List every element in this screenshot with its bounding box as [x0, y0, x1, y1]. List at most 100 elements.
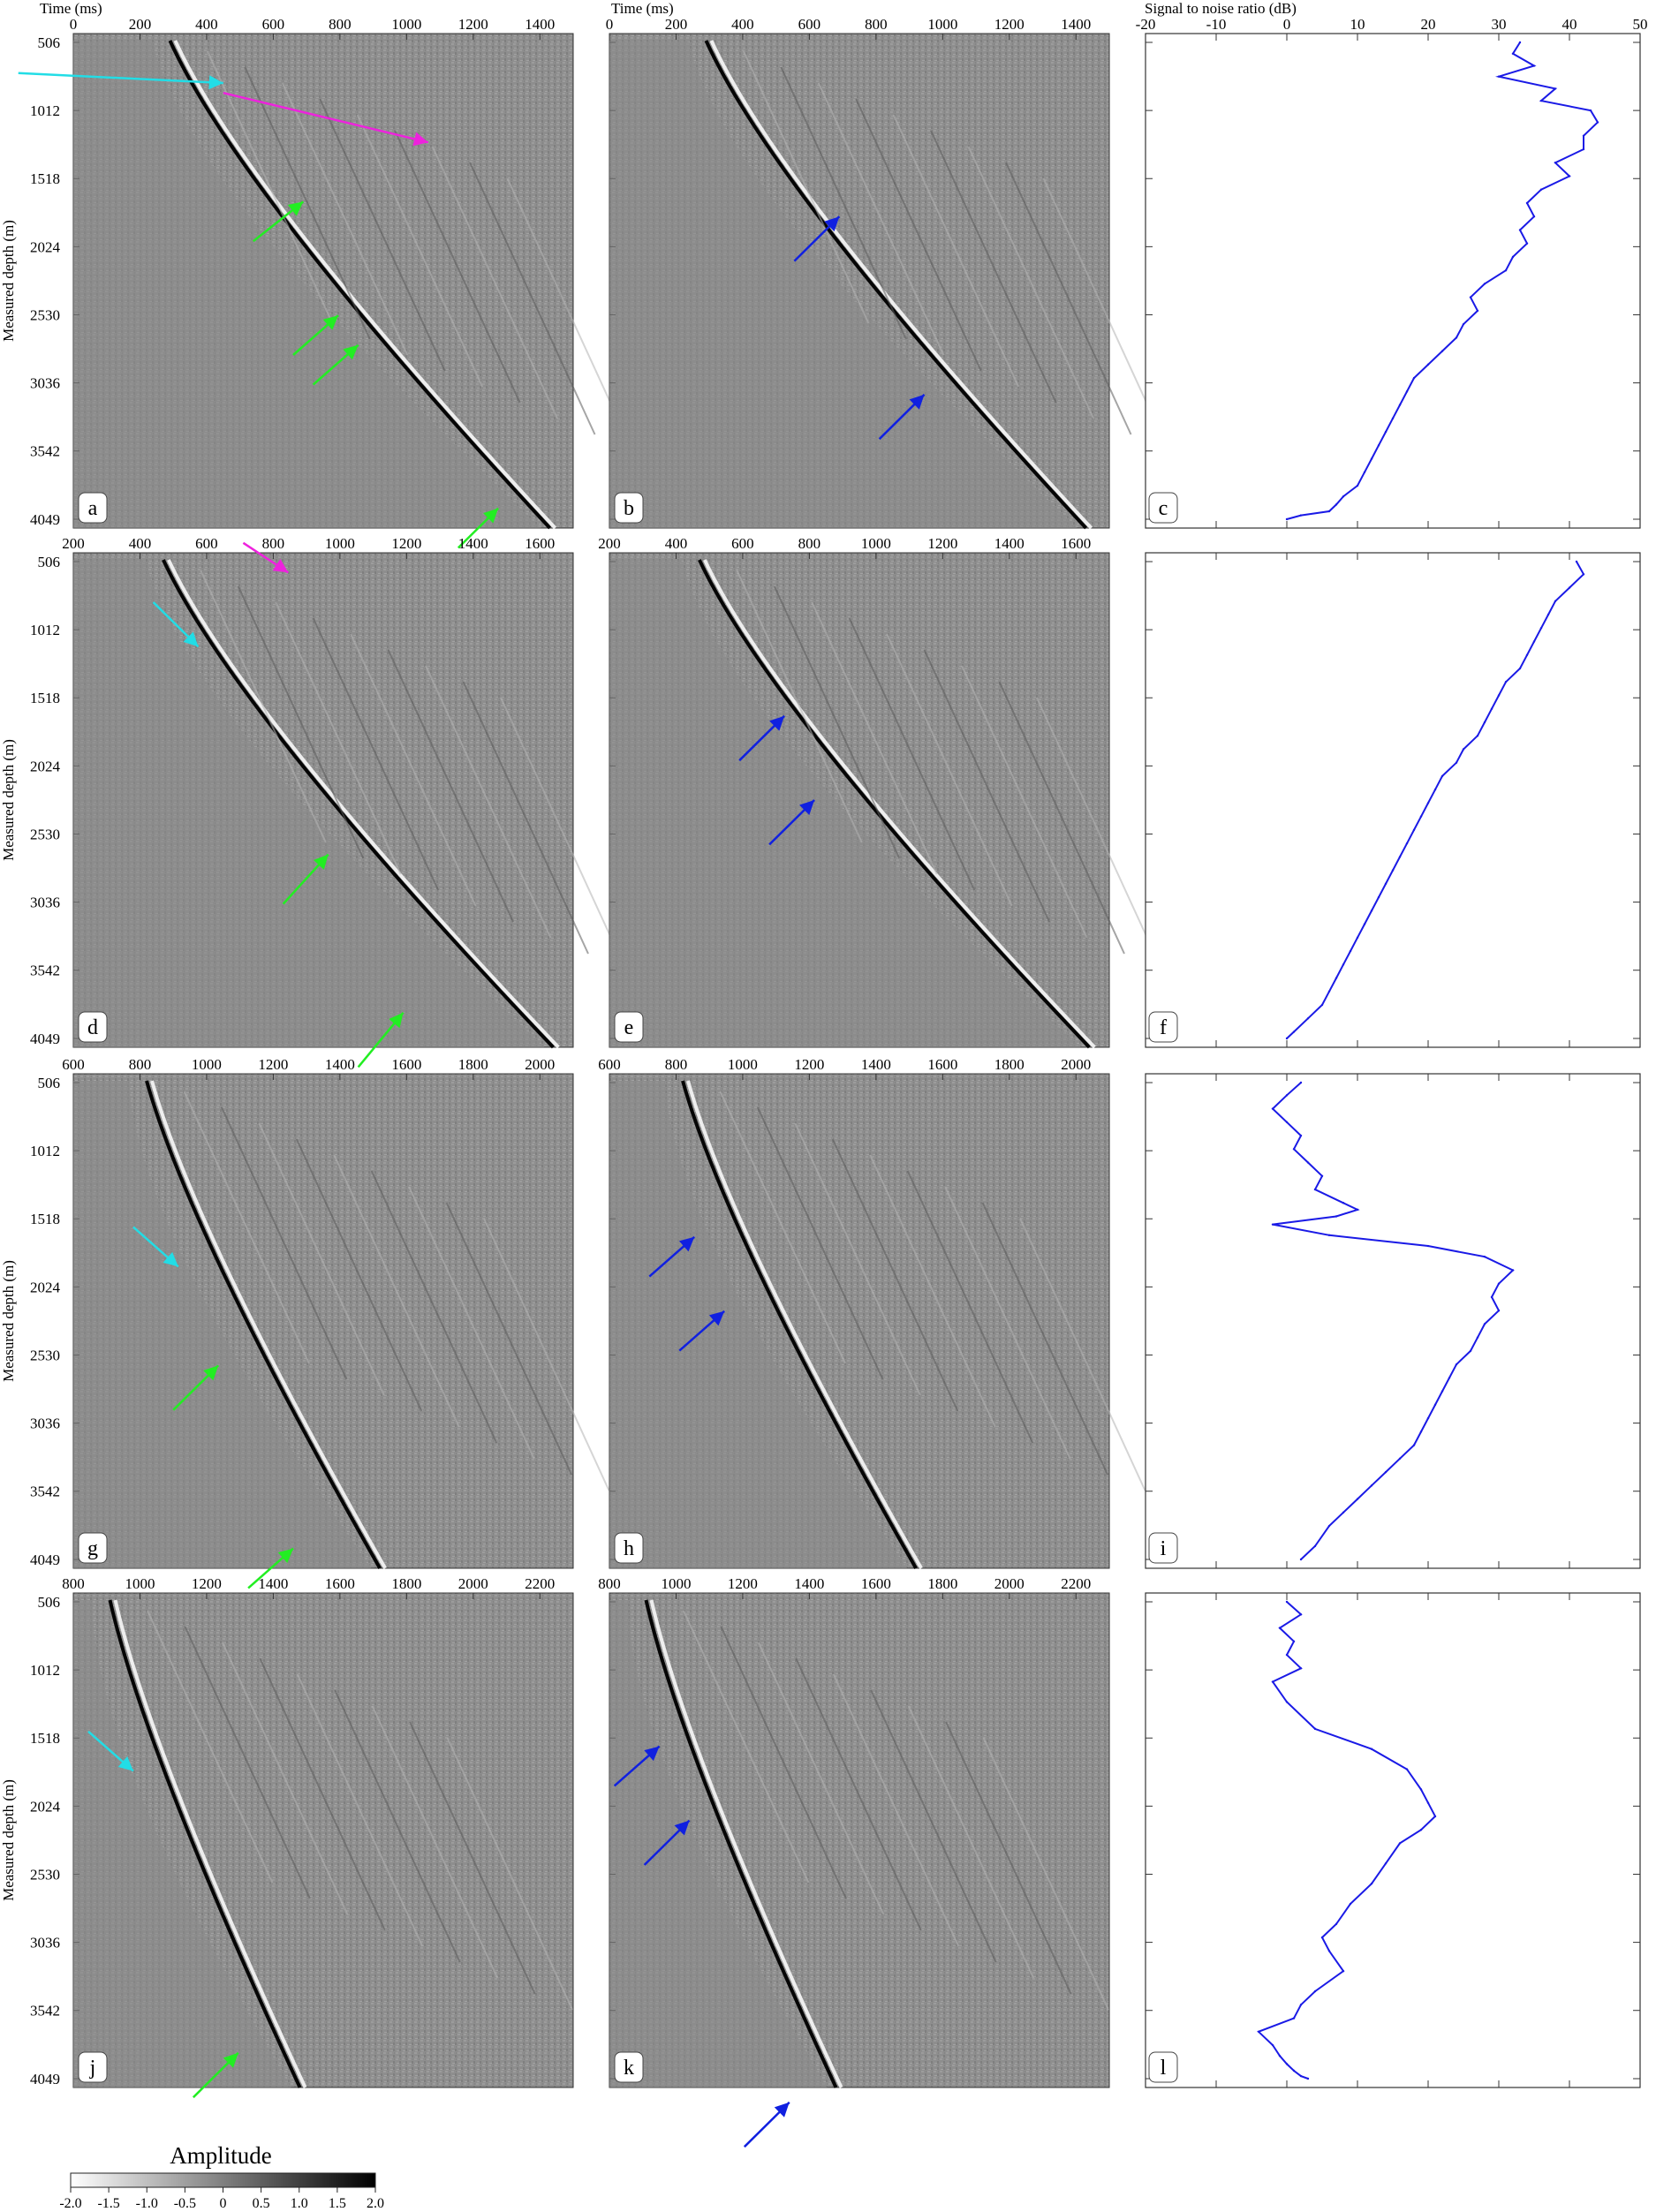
wavefront-trough: [150, 1080, 387, 1569]
snr-point: [1342, 963, 1345, 966]
snr-point: [1356, 484, 1359, 487]
wavefront-trough: [686, 1080, 923, 1569]
reflection-streak: [147, 1610, 274, 1884]
panel-row: Measured depth (m)5061012151820242530303…: [0, 16, 1648, 549]
depth-axis-label: Measured depth (m): [0, 739, 17, 861]
time-tick-label: 0: [70, 16, 78, 33]
reflection-streak: [333, 1154, 460, 1428]
reflection-streak: [408, 1186, 535, 1460]
snr-panel: -20 -10 0 10 20 30 40 50 c: [1136, 16, 1648, 529]
snr-tick-label: -10: [1206, 16, 1227, 33]
snr-point: [1426, 363, 1430, 366]
snr-point: [1582, 147, 1585, 151]
reflection-streak: [832, 1673, 960, 1947]
colorbar-tick-label: -1.0: [136, 2196, 158, 2211]
reflection-streak: [483, 1218, 610, 1491]
snr-point: [1292, 2069, 1296, 2072]
depth-tick-label: 1012: [30, 622, 60, 638]
snr-point: [1504, 268, 1508, 272]
reflection-streak: [870, 1689, 997, 1963]
first-arrival-event: [644, 1599, 838, 2088]
snr-plot-area: [1145, 33, 1641, 529]
seismic-panel-processed: 0 200 400 600 800 1000 1200 1400 b: [606, 16, 1169, 530]
reflection-streak: [221, 1106, 348, 1380]
panel-letter: b: [624, 497, 634, 520]
magenta-arrow: [242, 541, 290, 574]
time-tick-label: 800: [798, 535, 821, 552]
reflection-streak: [1036, 697, 1163, 970]
panel-letter-box: [78, 1532, 108, 1564]
time-axis-label-left: Time (ms): [40, 0, 102, 17]
seismic-panel-raw: 800 1000 1200 1400 1600 1800 2000 2200 j: [62, 1575, 574, 2099]
snr-point: [1426, 802, 1430, 804]
seismic-panel-raw: 0 200 400 600 800 1000 1200 1400 a: [18, 16, 633, 549]
snr-point: [1433, 1815, 1437, 1818]
snr-point: [1370, 1748, 1373, 1750]
snr-point: [1370, 910, 1373, 912]
panel-grid: Measured depth (m)5061012151820242530303…: [0, 16, 1648, 2148]
snr-point: [1483, 1256, 1486, 1258]
time-tick-label: 1800: [927, 1575, 957, 1592]
snr-point: [1299, 514, 1303, 517]
snr-point: [1327, 510, 1331, 513]
wavefront-trough: [173, 40, 557, 530]
time-tick-label: 600: [195, 535, 218, 552]
snr-point: [1405, 390, 1409, 393]
snr-point: [1518, 667, 1522, 670]
depth-tick-label: 4049: [30, 511, 60, 528]
depth-tick-label: 1012: [30, 1662, 60, 1679]
reflection-streak: [469, 162, 596, 435]
first-arrival-event: [681, 1080, 918, 1569]
colorbar-tick-label: -1.5: [97, 2196, 119, 2211]
snr-point: [1554, 600, 1557, 603]
snr-point: [1363, 471, 1366, 474]
snr-point: [1335, 1215, 1338, 1218]
panel-letter: g: [87, 1537, 98, 1560]
time-tick-label: 800: [665, 1056, 688, 1073]
snr-point: [1448, 1377, 1451, 1379]
snr-point: [1299, 2004, 1303, 2006]
snr-point: [1278, 1627, 1282, 1629]
snr-point: [1335, 1922, 1338, 1926]
snr-axis-label: Signal to noise ratio (dB): [1145, 0, 1297, 17]
colorbar-tick-label: -0.5: [174, 2196, 196, 2211]
depth-axis-label: Measured depth (m): [0, 1779, 17, 1901]
time-tick-label: 1400: [325, 1056, 355, 1073]
pre-arrival-zone: [609, 1600, 828, 2087]
magenta-arrow: [223, 91, 429, 147]
snr-point: [1356, 936, 1359, 940]
reflection-streak: [811, 601, 938, 875]
snr-point: [1271, 1223, 1274, 1226]
depth-tick-label: 506: [38, 34, 61, 51]
reflection-streak: [431, 146, 558, 419]
time-tick-label: 1800: [994, 1056, 1025, 1073]
reflection-streak: [275, 601, 402, 875]
snr-point: [1285, 517, 1289, 521]
time-tick-label: 1000: [661, 1575, 691, 1592]
time-tick-label: 1200: [927, 535, 957, 552]
snr-point: [1582, 573, 1585, 576]
depth-tick-label: 3542: [30, 963, 60, 979]
snr-point: [1433, 788, 1437, 791]
snr-series-line: [1271, 1082, 1515, 1560]
colorbar-tick-label: 2.0: [367, 2196, 384, 2211]
depth-tick-label: 4049: [30, 2071, 60, 2087]
snr-point: [1292, 1031, 1296, 1033]
time-tick-label: 1200: [192, 1575, 222, 1592]
time-tick-label: 1200: [458, 16, 488, 33]
blue-arrow: [643, 1819, 691, 1866]
time-tick-label: 400: [665, 535, 688, 552]
snr-point: [1299, 1667, 1303, 1670]
snr-point: [1313, 1727, 1317, 1731]
time-axis-label-mid: Time (ms): [611, 0, 674, 17]
time-tick-label: 600: [798, 16, 821, 33]
snr-point: [1582, 134, 1585, 137]
time-tick-label: 2000: [994, 1575, 1025, 1592]
snr-point: [1271, 2043, 1274, 2047]
snr-point: [1511, 255, 1515, 259]
reflection-streak: [923, 649, 1050, 923]
panel-letter-box: [614, 1011, 644, 1043]
snr-tick-label: 30: [1492, 16, 1507, 33]
snr-point: [1391, 869, 1395, 872]
reflection-streak: [370, 1170, 498, 1444]
